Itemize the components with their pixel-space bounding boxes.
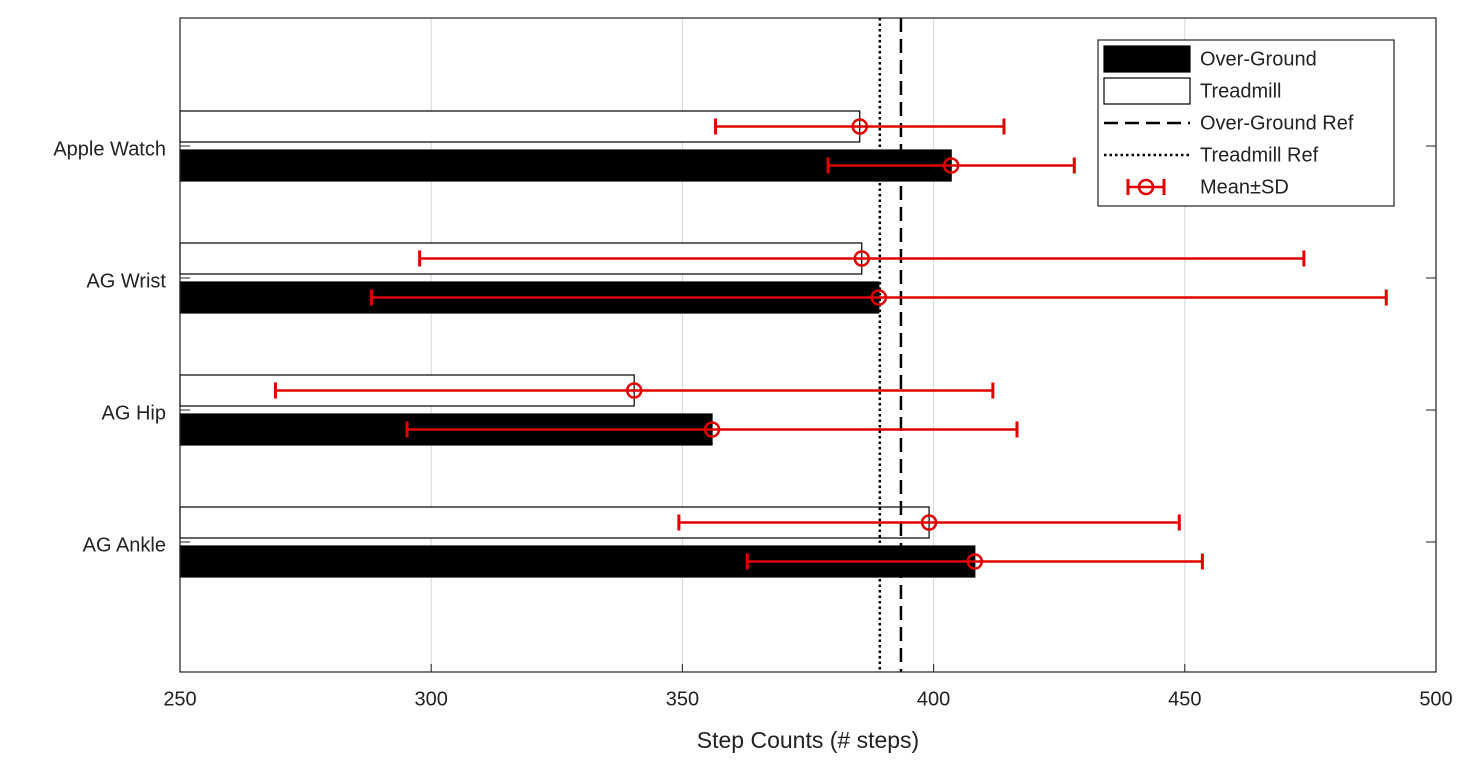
legend-swatch — [1103, 45, 1191, 73]
error-part — [966, 553, 984, 570]
error-bar — [369, 289, 1388, 306]
error-part — [942, 157, 960, 174]
plot-frame — [179, 17, 1437, 673]
x-tick-label: 450 — [1168, 688, 1201, 710]
x-tick-label: 300 — [415, 688, 448, 710]
error-part — [853, 250, 871, 267]
error-part — [851, 118, 868, 135]
y-tick-label: Apple Watch — [53, 138, 166, 160]
x-axis-title: Step Counts (# steps) — [697, 727, 919, 753]
error-part — [625, 382, 643, 399]
error-part — [703, 421, 721, 438]
error-bar — [745, 553, 1204, 570]
x-tick-label: 500 — [1419, 688, 1452, 710]
error-part — [870, 289, 888, 306]
y-tick-label: AG Wrist — [86, 270, 166, 292]
x-tick-label: 400 — [917, 688, 950, 710]
legend-swatch — [1103, 77, 1191, 105]
error-part — [920, 514, 938, 531]
y-tick-label: AG Ankle — [83, 534, 166, 556]
error-bar — [405, 421, 1019, 438]
legend-swatch — [1137, 178, 1155, 196]
x-tick-label: 250 — [163, 688, 196, 710]
legend-label: Over-Ground Ref — [1200, 112, 1354, 134]
legend-label: Over-Ground — [1200, 48, 1317, 70]
error-bar — [677, 514, 1181, 531]
legend-label: Mean±SD — [1200, 176, 1289, 198]
error-bar — [826, 157, 1076, 174]
error-bar — [418, 250, 1306, 267]
y-tick-label: AG Hip — [102, 402, 166, 424]
error-bar — [273, 382, 995, 399]
legend-label: Treadmill — [1200, 80, 1282, 102]
error-bar — [714, 118, 1006, 135]
x-tick-label: 350 — [666, 688, 699, 710]
legend-label: Treadmill Ref — [1200, 144, 1319, 166]
